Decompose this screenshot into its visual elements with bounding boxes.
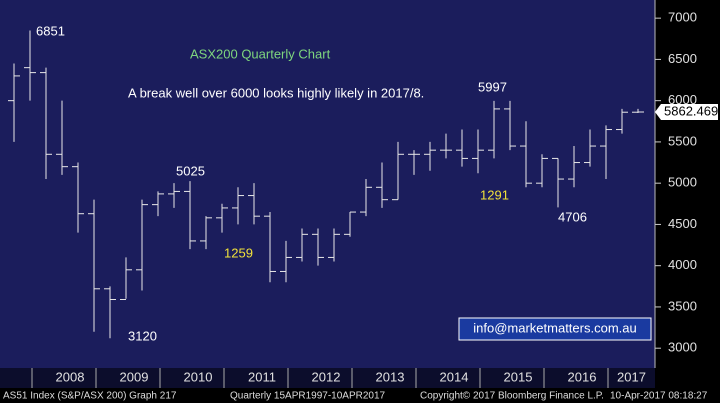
contact-box bbox=[458, 317, 652, 341]
annotation: 1291 bbox=[480, 187, 509, 202]
y-tick-label: 6000 bbox=[668, 92, 697, 107]
axis-background bbox=[655, 0, 720, 368]
annotation: 5025 bbox=[176, 163, 205, 178]
annotation: 4706 bbox=[558, 209, 587, 224]
y-tick-label: 6500 bbox=[668, 51, 697, 66]
x-tick-label: 2008 bbox=[56, 369, 85, 384]
x-tick-label: 2015 bbox=[504, 369, 533, 384]
footer-text: Copyright© 2017 Bloomberg Finance L.P. bbox=[420, 391, 604, 402]
x-tick-label: 2014 bbox=[440, 369, 469, 384]
footer-background bbox=[0, 388, 720, 403]
footer-text: 10-Apr-2017 08:18:27 bbox=[610, 391, 708, 402]
x-tick-label: 2010 bbox=[184, 369, 213, 384]
plot-background bbox=[0, 0, 655, 368]
y-tick-label: 3500 bbox=[668, 298, 697, 313]
y-tick-label: 7000 bbox=[668, 10, 697, 25]
x-tick-label: 2016 bbox=[568, 369, 597, 384]
annotation: 6851 bbox=[36, 23, 65, 38]
x-tick-label: 2009 bbox=[120, 369, 149, 384]
annotation: 3120 bbox=[128, 328, 157, 343]
annotation: A break well over 6000 looks highly like… bbox=[128, 85, 424, 100]
year-band bbox=[0, 368, 655, 388]
annotation: 1259 bbox=[224, 245, 253, 260]
contact-text: info@marketmatters.com.au bbox=[473, 320, 636, 335]
x-tick-label: 2011 bbox=[248, 369, 276, 384]
x-tick-label: 2012 bbox=[312, 369, 341, 384]
annotation: 5997 bbox=[478, 79, 507, 94]
y-tick-label: 5500 bbox=[668, 133, 697, 148]
y-tick-label: 4000 bbox=[668, 257, 697, 272]
x-tick-label: 2013 bbox=[376, 369, 405, 384]
y-tick-label: 4500 bbox=[668, 216, 697, 231]
footer-text: Quarterly 15APR1997-10APR2017 bbox=[230, 391, 386, 402]
annotation: ASX200 Quarterly Chart bbox=[190, 46, 331, 61]
last-price-label: 5862.469 bbox=[664, 103, 718, 118]
x-tick-label: 2017 bbox=[617, 369, 646, 384]
y-tick-label: 5000 bbox=[668, 175, 697, 190]
footer-text: AS51 Index (S&P/ASX 200) Graph 217 bbox=[3, 391, 177, 402]
y-tick-label: 3000 bbox=[668, 340, 697, 355]
last-price-pointer bbox=[655, 104, 718, 121]
